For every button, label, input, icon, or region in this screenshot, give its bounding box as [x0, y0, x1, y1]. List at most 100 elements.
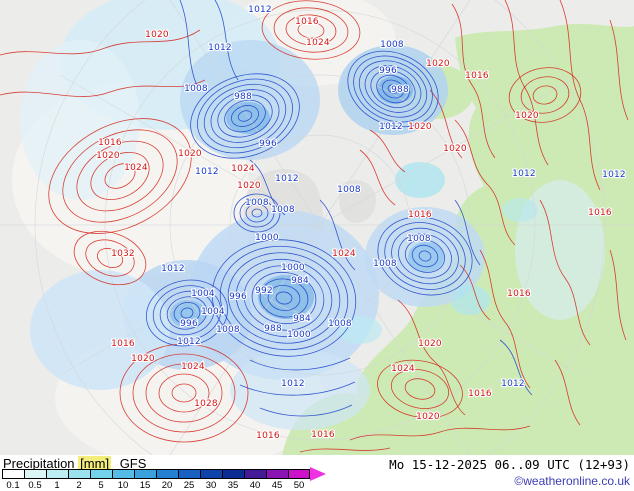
legend-tick: 5	[98, 480, 104, 491]
legend-color-cell	[288, 469, 310, 479]
pressure-label: 1032	[111, 249, 135, 259]
parameter-name: Precipitation	[3, 456, 75, 471]
weather-map: 1012 1016 1020 1012 1024 1008 1020 996 1016 1008 9…	[0, 0, 634, 455]
high-pressure-system-4	[377, 359, 463, 419]
pressure-label: 996	[379, 66, 397, 76]
legend-tick: 0.1	[6, 480, 20, 491]
pressure-label: 984	[293, 314, 311, 324]
high-pressure-system-2	[261, 0, 361, 60]
pressure-label: 1016	[588, 208, 612, 218]
low-pressure-system-5	[377, 216, 473, 296]
legend-bar: Precipitation [mm] GFS 0.1 0.5 1 2 5 10 15 20 25…	[0, 455, 634, 491]
pressure-label: 996	[229, 292, 247, 302]
pressure-label: 1012	[248, 5, 272, 15]
valid-datetime: Mo 15-12-2025 06..09 UTC (12+93)	[389, 457, 630, 472]
legend-tick: 35	[227, 480, 239, 491]
pressure-label: 1012	[161, 264, 185, 274]
pressure-label: 1020	[131, 354, 155, 364]
pressure-label: 1020	[408, 122, 432, 132]
pressure-label: 1020	[96, 151, 120, 161]
pressure-label: 1020	[515, 111, 539, 121]
pressure-label: 1004	[201, 307, 225, 317]
pressure-label: 996	[180, 319, 198, 329]
legend-title: Precipitation [mm] GFS	[3, 456, 146, 471]
pressure-label: 1016	[98, 138, 122, 148]
pressure-labels: 1012 1016 1020 1012 1024 1008 1020 996 1016 1008 9…	[95, 4, 627, 442]
legend-color-cell	[244, 469, 266, 479]
legend-tick: 10	[117, 480, 129, 491]
legend-color-cell	[178, 469, 200, 479]
pressure-label: 1012	[195, 167, 219, 177]
legend-color-cell	[134, 469, 156, 479]
pressure-label: 1024	[124, 163, 148, 173]
pressure-label: 1016	[408, 210, 432, 220]
legend-colorbar	[2, 469, 310, 479]
pressure-label: 1008	[407, 234, 431, 244]
pressure-label: 1024	[181, 362, 205, 372]
pressure-label: 988	[391, 85, 409, 95]
pressure-label: 1012	[602, 170, 626, 180]
pressure-label: 1008	[216, 325, 240, 335]
legend-color-cell	[222, 469, 244, 479]
pressure-label: 1008	[245, 198, 269, 208]
legend-arrow	[310, 467, 326, 481]
pressure-label: 1012	[281, 379, 305, 389]
pressure-label: 1016	[295, 17, 319, 27]
copyright-link[interactable]: ©weatheronline.co.uk	[514, 474, 630, 488]
pressure-label: 988	[234, 92, 252, 102]
pressure-label: 1000	[287, 330, 311, 340]
pressure-label: 1012	[177, 337, 201, 347]
legend-tick: 40	[249, 480, 261, 491]
pressure-label: 1024	[306, 38, 330, 48]
legend-color-cell	[200, 469, 222, 479]
pressure-label: 1020	[416, 412, 440, 422]
high-pressure-system-6	[73, 230, 147, 286]
legend-color-cell	[68, 469, 90, 479]
pressure-label: 1000	[255, 233, 279, 243]
red-isobar-lines	[0, 0, 629, 453]
legend-tick: 30	[205, 480, 217, 491]
legend-tick: 20	[161, 480, 173, 491]
legend-color-cell	[156, 469, 178, 479]
legend-tick: 15	[139, 480, 151, 491]
pressure-label: 1016	[507, 289, 531, 299]
pressure-label: 1012	[208, 43, 232, 53]
pressure-label: 1020	[426, 59, 450, 69]
pressure-label: 1024	[332, 249, 356, 259]
legend-tick: 25	[183, 480, 195, 491]
high-pressure-system-5	[508, 67, 582, 123]
pressure-label: 1028	[194, 399, 218, 409]
pressure-label: 1012	[379, 122, 403, 132]
pressure-label: 1024	[391, 364, 415, 374]
legend-tick: 0.5	[28, 480, 42, 491]
pressure-label: 1004	[191, 289, 215, 299]
legend-color-cell	[266, 469, 288, 479]
legend-tick: 45	[271, 480, 283, 491]
pressure-label: 1008	[373, 259, 397, 269]
legend-color-cell	[2, 469, 24, 479]
high-pressure-system-3	[119, 343, 249, 443]
pressure-label: 1000	[281, 263, 305, 273]
pressure-label: 1012	[275, 174, 299, 184]
pressure-label: 1020	[178, 149, 202, 159]
legend-ticks: 0.1 0.5 1 2 5 10 15 20 25 30 35 40 45 50	[2, 480, 310, 491]
pressure-label: 1012	[501, 379, 525, 389]
low-pressure-system-3	[211, 239, 357, 357]
pressure-label: 1008	[328, 319, 352, 329]
parameter-unit: [mm]	[78, 456, 112, 471]
legend-tick: 50	[293, 480, 305, 491]
pressure-label: 988	[264, 324, 282, 334]
pressure-label: 996	[259, 139, 277, 149]
legend-color-cell	[90, 469, 112, 479]
pressure-label: 992	[255, 286, 273, 296]
pressure-label: 1016	[111, 339, 135, 349]
high-pressure-system-1	[48, 118, 192, 234]
pressure-label: 1020	[237, 181, 261, 191]
pressure-label: 1020	[145, 30, 169, 40]
legend-color-cell	[46, 469, 68, 479]
pressure-label: 1020	[443, 144, 467, 154]
pressure-label: 984	[291, 276, 309, 286]
low-pressure-system-2	[347, 50, 439, 128]
pressure-label: 1024	[231, 164, 255, 174]
pressure-label: 1016	[311, 430, 335, 440]
